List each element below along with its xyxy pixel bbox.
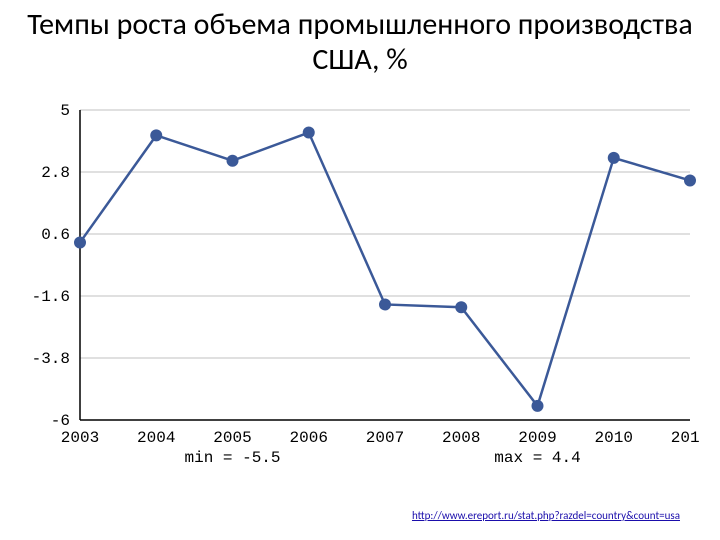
svg-text:2010: 2010 <box>595 429 633 447</box>
svg-text:2007: 2007 <box>366 429 404 447</box>
svg-text:2.8: 2.8 <box>41 164 70 182</box>
svg-text:2004: 2004 <box>137 429 175 447</box>
svg-text:2009: 2009 <box>518 429 556 447</box>
svg-text:5: 5 <box>60 102 70 120</box>
svg-text:2005: 2005 <box>213 429 251 447</box>
line-chart: -6 -3.8 -1.6 0.6 2.8 5 2003 2004 2005 2006 2007 200… <box>20 100 700 470</box>
svg-text:-1.6: -1.6 <box>32 288 70 306</box>
svg-text:2003: 2003 <box>61 429 99 447</box>
svg-text:max = 4.4: max = 4.4 <box>494 449 580 467</box>
svg-text:2008: 2008 <box>442 429 480 447</box>
svg-text:-6: -6 <box>51 412 70 430</box>
source-link[interactable]: http://www.ereport.ru/stat.php?razdel=co… <box>412 509 680 522</box>
svg-text:2006: 2006 <box>290 429 328 447</box>
svg-text:0.6: 0.6 <box>41 226 70 244</box>
svg-text:-3.8: -3.8 <box>32 350 70 368</box>
chart-title: Темпы роста объема промышленного произво… <box>20 8 700 77</box>
svg-text:2011: 2011 <box>671 429 700 447</box>
svg-text:min = -5.5: min = -5.5 <box>184 449 280 467</box>
